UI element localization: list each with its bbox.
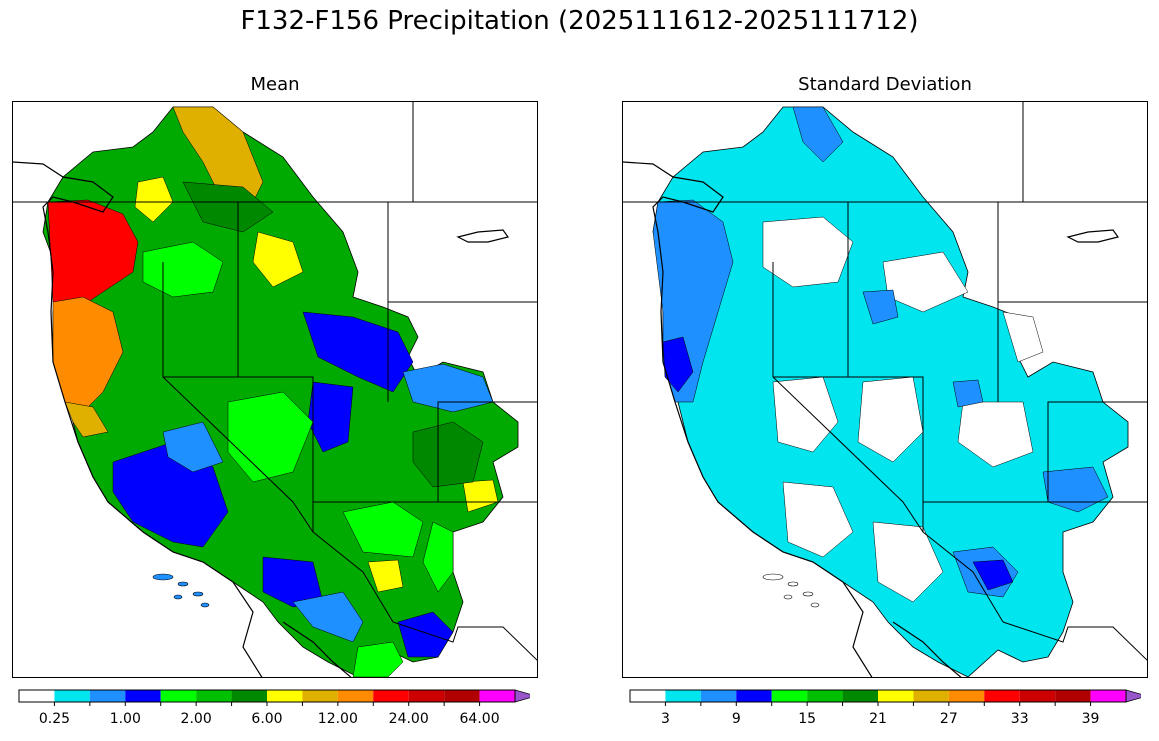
colorbar-segment [19, 690, 55, 702]
colorbar-segment [408, 690, 445, 702]
colorbar-tick-label: 15 [798, 711, 817, 727]
figure-title: F132-F156 Precipitation (2025111612-2025… [240, 6, 919, 36]
colorbar-segment [267, 690, 303, 702]
map-panel-std [622, 101, 1148, 678]
colorbar-segment [160, 690, 197, 702]
colorbar-std [629, 689, 1141, 706]
coastline-std [623, 161, 1120, 677]
colorbar-segment [125, 690, 161, 702]
coastline-mean [13, 161, 510, 677]
colorbar-tick-label: 21 [869, 711, 887, 727]
colorbar-segment [89, 690, 126, 702]
map-std-svg [623, 102, 1147, 677]
colorbar-arrow [514, 689, 530, 703]
colorbar-tick-label: 3 [660, 711, 670, 727]
colorbar-segment [1055, 690, 1091, 702]
colorbar-segment [665, 690, 701, 702]
state-borders-mean [13, 102, 537, 661]
basin-region-std [652, 106, 1129, 677]
map-panel-mean [12, 101, 538, 678]
colorbar-tick-label: 33 [1010, 711, 1029, 727]
colorbar-tick-label: 2.00 [180, 711, 212, 727]
colorbar-tick-label: 6.00 [251, 711, 283, 727]
colorbar-tick-label: 24.00 [388, 711, 429, 727]
islands-mean [152, 573, 210, 608]
colorbar-segment [984, 690, 1020, 702]
colorbar-segment [54, 690, 90, 702]
colorbar-tick-label: 64.00 [459, 711, 500, 727]
colorbar-segment [373, 690, 409, 702]
colorbar-mean [18, 689, 530, 706]
islands-std [762, 573, 820, 608]
colorbar-segment [302, 690, 338, 702]
colorbar-segment [231, 690, 267, 702]
colorbar-tick-label: 12.00 [317, 711, 358, 727]
colorbar-segment [878, 690, 914, 702]
colorbar-tick-label: 0.25 [38, 711, 71, 727]
colorbar-segment [948, 690, 985, 702]
colorbar-segment [700, 690, 737, 702]
colorbar-segment [842, 690, 878, 702]
colorbar-segment [913, 690, 949, 702]
colorbar-segment [1090, 690, 1126, 702]
colorbar-segment [196, 690, 232, 702]
colorbar-segment [736, 690, 772, 702]
colorbar-segment [630, 690, 666, 702]
colorbar-segment [444, 690, 480, 702]
colorbar-segment [807, 690, 843, 702]
colorbar-segment [479, 690, 515, 702]
colorbar-tick-label: 39 [1081, 711, 1100, 727]
colorbar-segment [337, 690, 374, 702]
basin-region-mean [42, 106, 519, 677]
panel-title-mean: Mean [250, 74, 300, 95]
colorbar-segment [771, 690, 808, 702]
panel-title-std: Standard Deviation [798, 74, 972, 95]
colorbar-segment [1019, 690, 1056, 702]
colorbar-tick-label: 9 [731, 711, 741, 727]
state-borders-std [623, 102, 1147, 661]
colorbar-tick-label: 1.00 [109, 711, 141, 727]
colorbar-arrow [1125, 689, 1141, 703]
colorbar-tick-label: 27 [939, 711, 958, 727]
map-mean-svg [13, 102, 537, 677]
